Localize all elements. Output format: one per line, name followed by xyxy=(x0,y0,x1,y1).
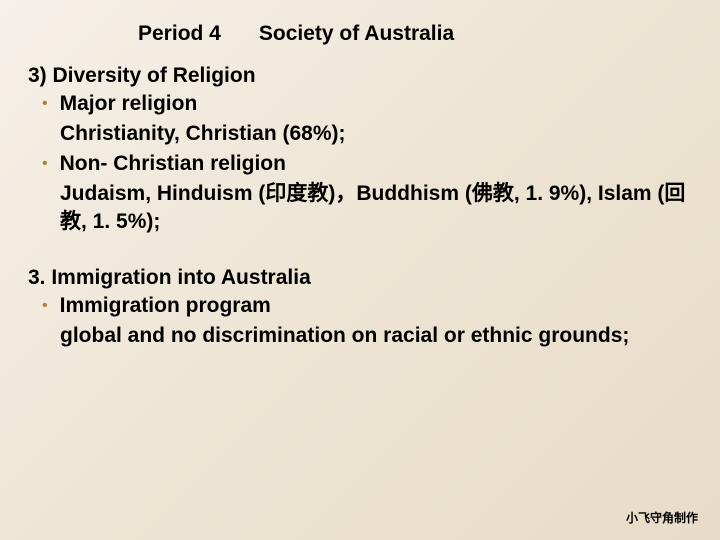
footer-credit: 小飞守角制作 xyxy=(626,509,698,526)
section2-bullet-0: • Immigration program xyxy=(28,292,692,320)
bullet-icon: • xyxy=(42,150,48,178)
bullet-icon: • xyxy=(42,292,48,320)
section1-bullet-1-body: Judaism, Hinduism (印度教)，Buddhism (佛教, 1.… xyxy=(60,180,692,236)
section1-bullet-0-label: Major religion xyxy=(60,90,198,118)
slide-title: Society of Australia xyxy=(259,22,454,46)
section2-heading: 3. Immigration into Australia xyxy=(28,266,692,290)
section1-bullet-1: • Non- Christian religion xyxy=(28,150,692,178)
section1-bullet-0-body: Christianity, Christian (68%); xyxy=(60,120,692,148)
slide-content: Period 4 Society of Australia 3) Diversi… xyxy=(0,0,720,374)
slide-header: Period 4 Society of Australia xyxy=(138,22,692,46)
section-spacer xyxy=(28,238,692,266)
period-label: Period 4 xyxy=(138,22,221,46)
bullet-icon: • xyxy=(42,90,48,118)
section1-bullet-1-label: Non- Christian religion xyxy=(60,150,286,178)
section1-bullet-0: • Major religion xyxy=(28,90,692,118)
section2-bullet-0-body: global and no discrimination on racial o… xyxy=(60,322,692,350)
section2-bullet-0-label: Immigration program xyxy=(60,292,271,320)
section1-heading: 3) Diversity of Religion xyxy=(28,64,692,88)
